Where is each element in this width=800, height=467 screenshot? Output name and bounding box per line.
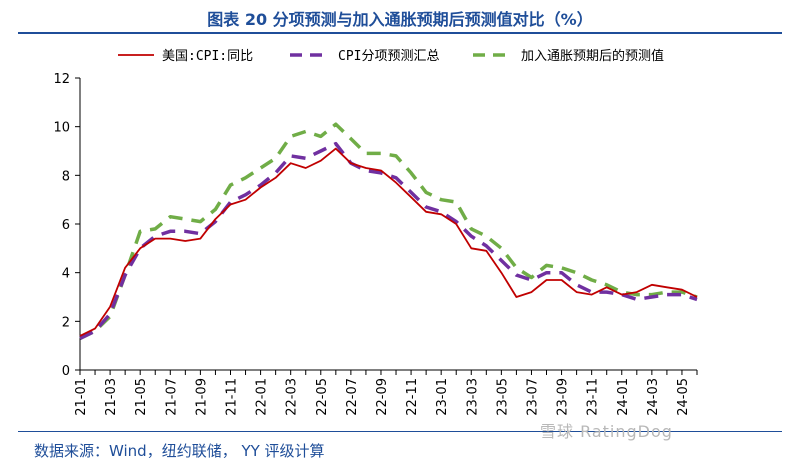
chart-legend: 美国:CPI:同比 CPI分项预测汇总 加入通胀预期后的预测值	[118, 48, 664, 64]
x-tick-label: 23-05	[495, 378, 510, 416]
x-tick-label: 21-01	[74, 378, 89, 416]
title-divider	[18, 32, 782, 34]
x-tick-label: 21-03	[104, 378, 119, 416]
chart-series	[79, 122, 698, 340]
x-tick-label: 21-11	[224, 378, 239, 416]
x-tick-label: 24-01	[616, 378, 631, 416]
series-line-2	[79, 122, 698, 340]
x-tick-label: 23-11	[586, 378, 601, 416]
x-tick-label: 22-01	[255, 378, 270, 416]
x-tick-label: 21-05	[134, 378, 149, 416]
x-tick-label: 24-03	[646, 378, 661, 416]
y-tick-label: 0	[62, 364, 70, 379]
series-line-1	[79, 141, 698, 340]
x-tick-label: 22-05	[315, 378, 330, 416]
chart-title: 图表 20 分项预测与加入通胀预期后预测值对比（%）	[207, 10, 593, 29]
x-tick-label: 21-07	[164, 378, 179, 416]
x-tick-label: 22-11	[405, 378, 420, 416]
source-note: 数据来源：Wind，纽约联储， YY 评级计算	[34, 442, 325, 460]
x-tick-label: 24-05	[676, 378, 691, 416]
series-line-0	[79, 147, 698, 337]
legend-label-2: 加入通胀预期后的预测值	[521, 48, 664, 64]
x-tick-label: 23-07	[525, 378, 540, 416]
x-tick-label: 22-03	[285, 378, 300, 416]
y-tick-label: 2	[62, 315, 70, 330]
footer-divider	[18, 431, 782, 432]
legend-label-0: 美国:CPI:同比	[162, 49, 253, 64]
y-tick-label: 10	[53, 121, 70, 136]
x-tick-label: 22-09	[375, 378, 390, 416]
y-tick-label: 12	[53, 72, 70, 87]
x-tick-label: 22-07	[345, 378, 360, 416]
y-tick-label: 4	[62, 267, 70, 282]
x-tick-label: 23-03	[465, 378, 480, 416]
watermark-text: 雪球 RatingDog	[540, 422, 673, 441]
x-tick-label: 21-09	[194, 378, 209, 416]
y-tick-label: 8	[62, 169, 70, 184]
chart-axes: 0 2 4 6 8 10 12 21-01 21-03 21-05 21-07 21-09 21-11 2…	[53, 72, 698, 416]
x-tick-label: 23-09	[556, 378, 571, 416]
y-tick-label: 6	[62, 218, 70, 233]
x-tick-label: 23-01	[435, 378, 450, 416]
legend-label-1: CPI分项预测汇总	[338, 49, 439, 64]
